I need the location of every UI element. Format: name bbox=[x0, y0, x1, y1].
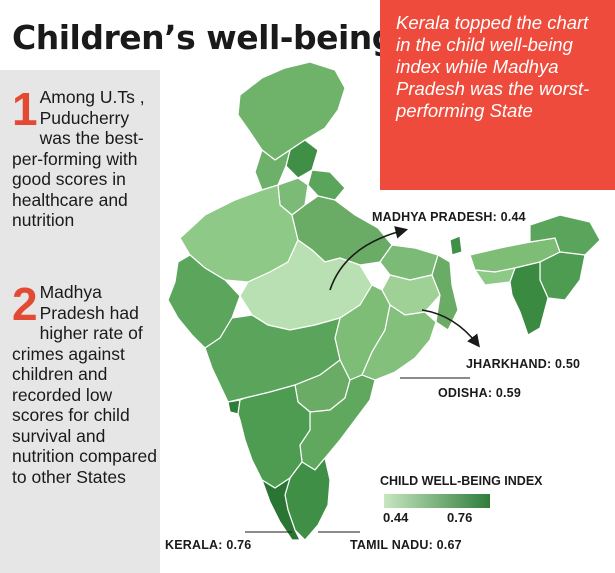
note-1: 1 Among U.Ts , Puducherry was the best-p… bbox=[12, 83, 157, 231]
region-kerala bbox=[260, 476, 301, 541]
legend-max-value: 0.76 bbox=[447, 510, 473, 525]
region-jammu-kashmir bbox=[237, 61, 346, 161]
region-odisha bbox=[361, 304, 437, 381]
label-odisha: ODISHA: 0.59 bbox=[438, 386, 521, 400]
region-sikkim bbox=[449, 235, 463, 256]
region-bihar bbox=[379, 244, 439, 281]
note-2: 2 Madhya Pradesh had higher rate of crim… bbox=[12, 278, 157, 487]
label-kerala: KERALA: 0.76 bbox=[165, 538, 252, 552]
pointer-jharkhand bbox=[421, 309, 480, 348]
label-tamil-nadu: TAMIL NADU: 0.67 bbox=[350, 538, 462, 552]
note-1-number: 1 bbox=[12, 83, 38, 135]
pointer-madhya-pradesh bbox=[329, 226, 409, 291]
region-tripura-mizoram bbox=[509, 261, 549, 336]
region-west-bengal bbox=[431, 254, 459, 331]
note-2-number: 2 bbox=[12, 278, 38, 330]
legend-title: CHILD WELL-BEING INDEX bbox=[380, 474, 543, 488]
page-title: Children’s well-being bbox=[12, 18, 395, 57]
note-1-text: Among U.Ts , Puducherry was the best-per… bbox=[12, 87, 145, 230]
label-jharkhand: JHARKHAND: 0.50 bbox=[466, 357, 581, 371]
label-madhya-pradesh: MADHYA PRADESH: 0.44 bbox=[372, 210, 526, 224]
sidebar-notes bbox=[0, 70, 160, 573]
region-punjab bbox=[254, 148, 291, 191]
note-2-text: Madhya Pradesh had higher rate of crimes… bbox=[12, 282, 157, 487]
region-nagaland-manipur bbox=[539, 251, 586, 301]
region-uttarakhand bbox=[307, 169, 346, 201]
legend-gradient-bar bbox=[384, 494, 490, 508]
callout-box: Kerala topped the chart in the child wel… bbox=[380, 0, 615, 190]
legend-min-value: 0.44 bbox=[383, 510, 409, 525]
